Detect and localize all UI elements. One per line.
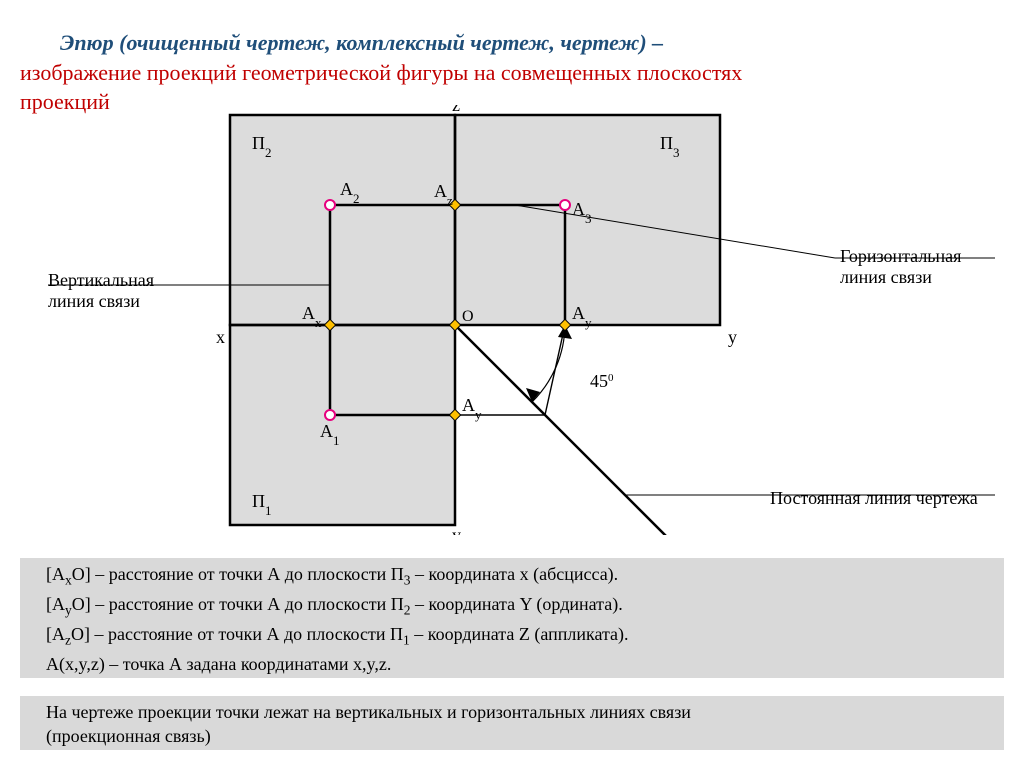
label-origin: O	[462, 308, 474, 325]
label-y-right: y	[728, 327, 737, 347]
label-y-bottom: y	[452, 525, 461, 535]
epure-diagram: z x y y O П2 П3 П1 A2 A3 A1 Az Ax Ay Ay …	[20, 105, 1004, 535]
label-x: x	[216, 327, 225, 347]
label-z: z	[452, 105, 460, 115]
title-emph: Эпюр (очищенный чертеж, комплексный черт…	[60, 30, 663, 55]
title-red-1: изображение проекций геометрической фигу…	[20, 60, 742, 85]
page-title: Эпюр (очищенный чертеж, комплексный черт…	[20, 28, 1000, 117]
note-line-2: [AyO] – расстояние от точки А до плоскос…	[46, 592, 946, 620]
note-line-4: A(x,y,z) – точка А задана координатами x…	[46, 652, 946, 676]
note-line-3: [AzO] – расстояние от точки А до плоскос…	[46, 622, 946, 650]
label-45: 450	[590, 371, 614, 391]
note-line-5: На чертеже проекции точки лежат на верти…	[46, 700, 986, 749]
note-line-1: [AxO] – расстояние от точки А до плоскос…	[46, 562, 946, 590]
label-Ay-bottom: Ay	[462, 395, 482, 422]
